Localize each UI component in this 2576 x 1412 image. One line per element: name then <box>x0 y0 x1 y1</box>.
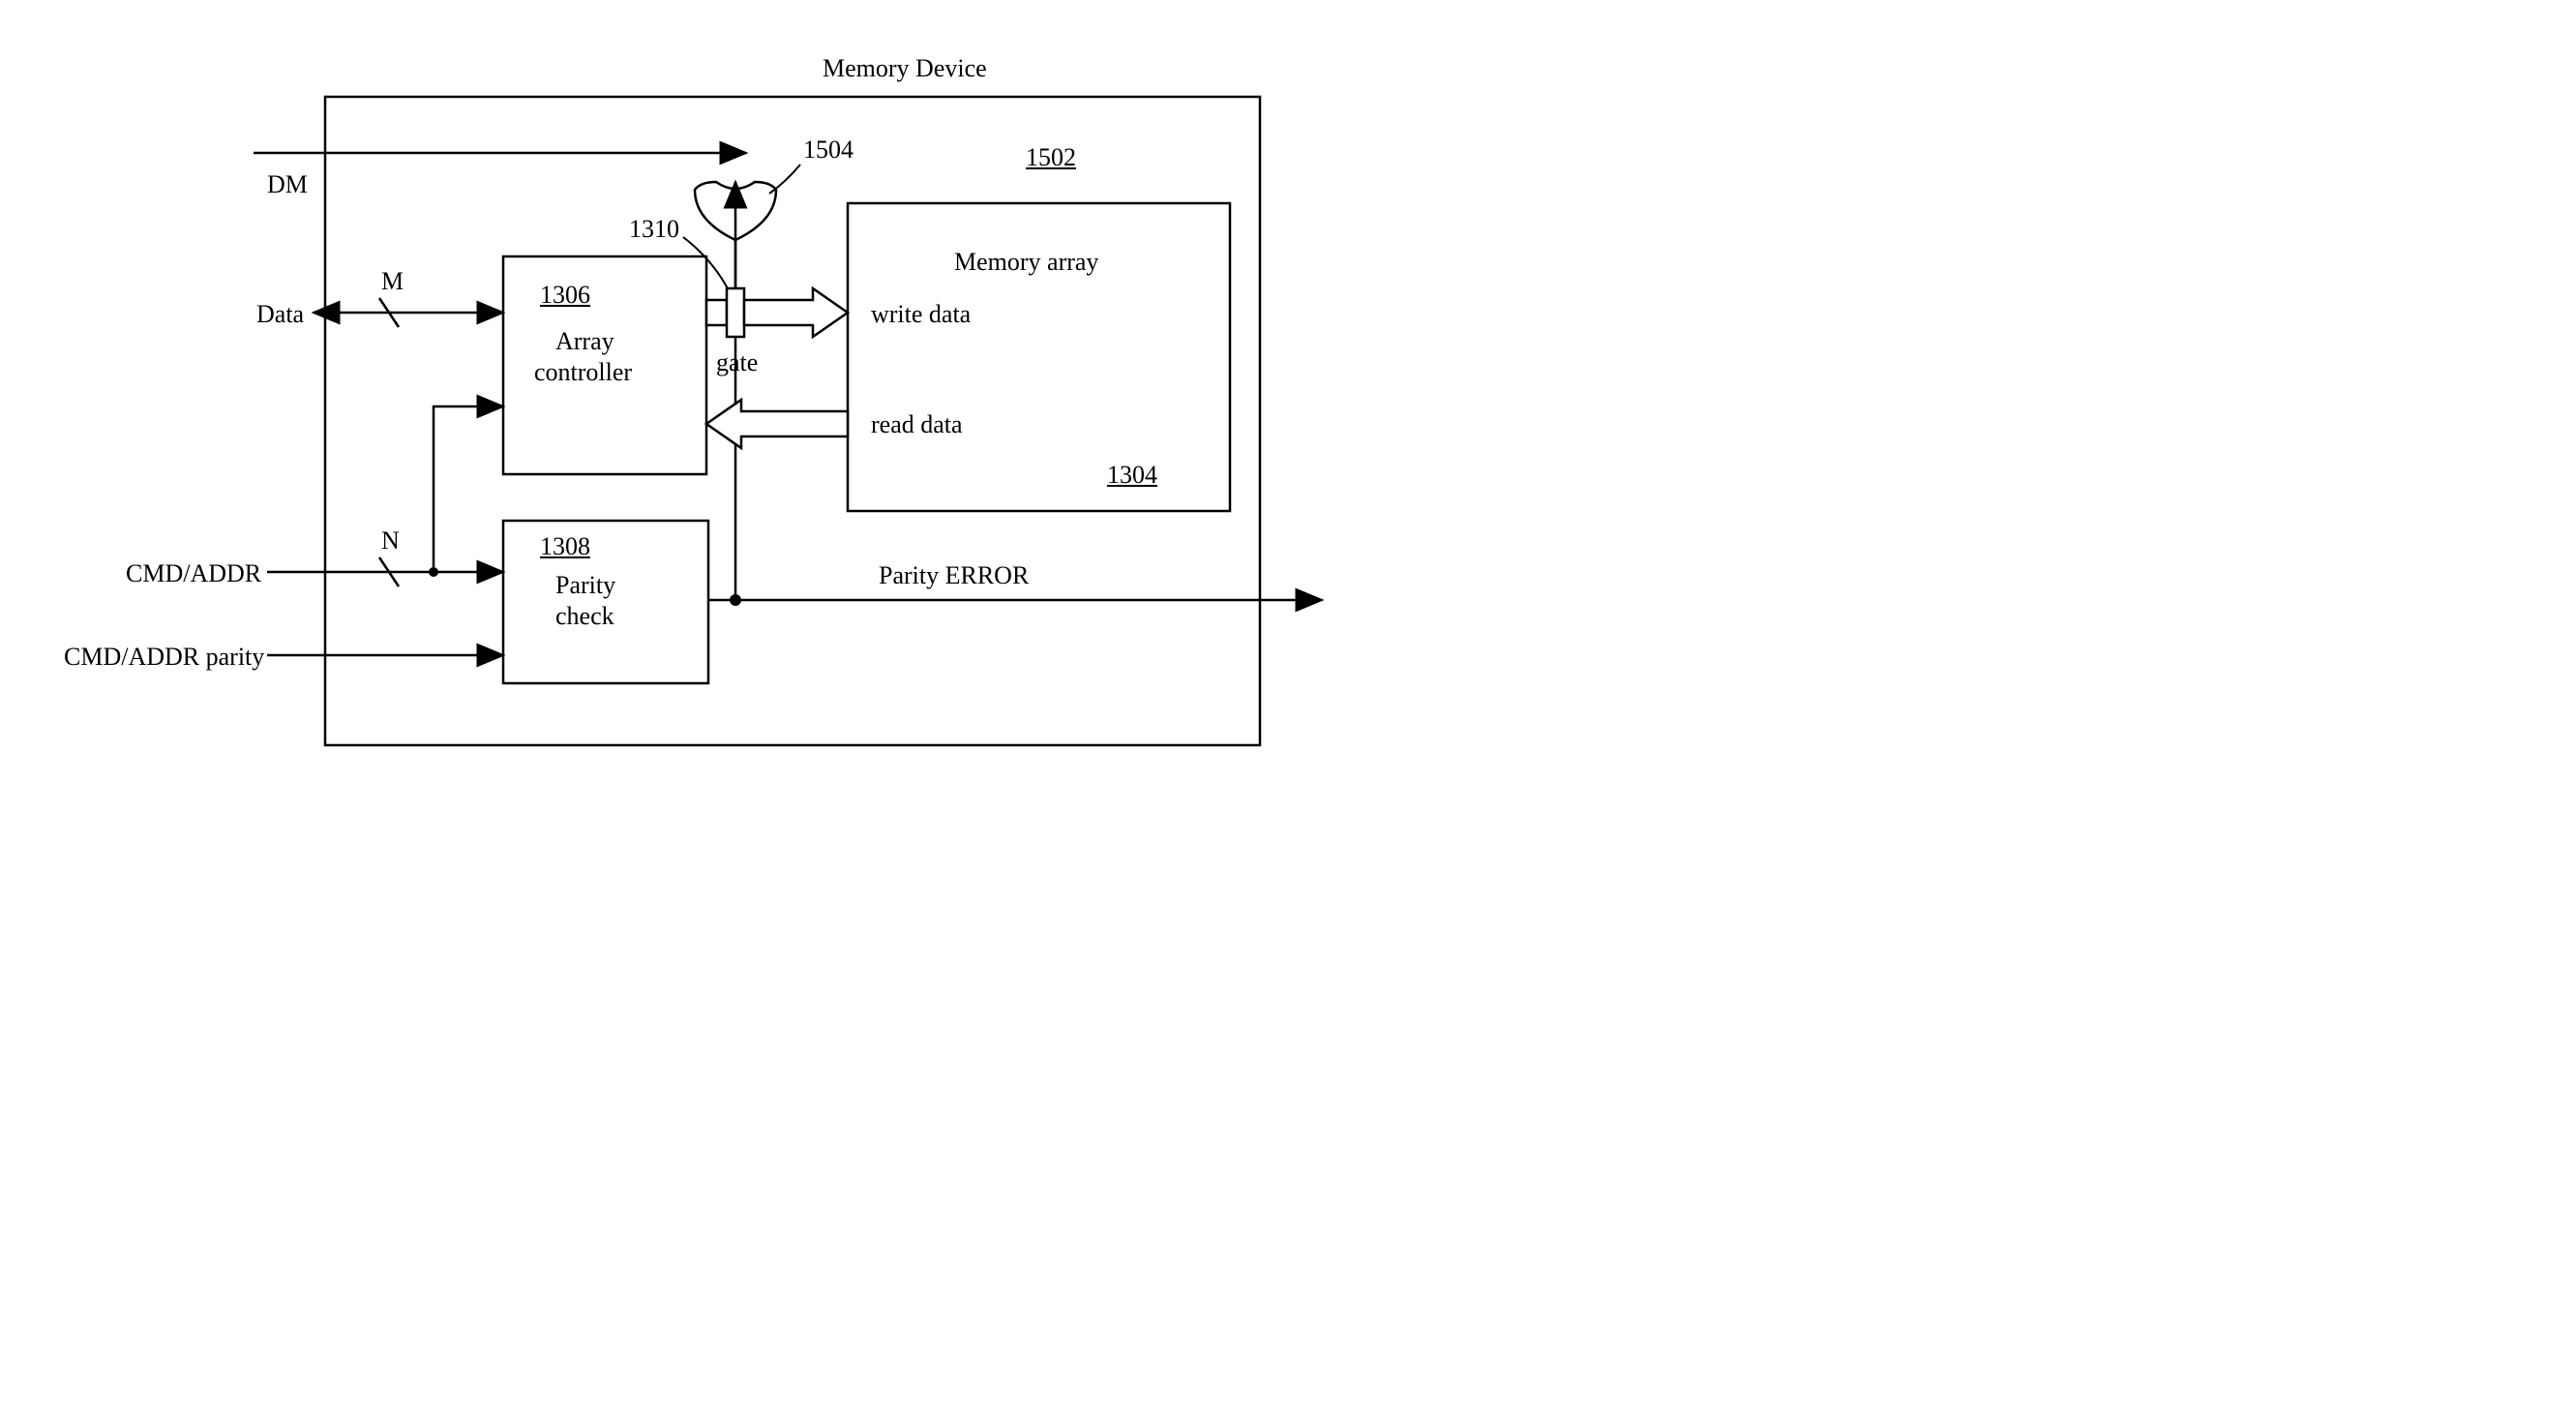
array-controller-label-2: controller <box>534 358 632 387</box>
ref-1502: 1502 <box>1026 143 1076 172</box>
parity-check-label-1: Parity <box>555 571 615 600</box>
memory-device-title: Memory Device <box>823 54 987 83</box>
data-label: Data <box>256 300 304 329</box>
ref-1308: 1308 <box>540 532 590 561</box>
cmd-addr-tap-line <box>434 406 503 572</box>
read-data-arrow <box>706 400 848 448</box>
cmd-addr-label: CMD/ADDR <box>126 559 261 588</box>
write-data-arrow <box>744 288 848 337</box>
cmd-addr-bus-width: N <box>381 526 400 556</box>
data-bus-width: M <box>381 267 404 296</box>
leader-1504 <box>769 165 800 194</box>
write-data-label: write data <box>871 300 971 329</box>
dm-label: DM <box>267 170 308 199</box>
ref-1504: 1504 <box>803 135 854 165</box>
memory-device-diagram: Memory Device 1502 DM Data M CMD/ADDR N … <box>39 39 1452 755</box>
gate-block <box>727 288 744 337</box>
parity-check-label-2: check <box>555 602 614 631</box>
memory-array-label: Memory array <box>954 248 1098 277</box>
parity-error-label: Parity ERROR <box>879 561 1029 590</box>
cmd-addr-parity-label: CMD/ADDR parity <box>64 643 264 672</box>
gate-label: gate <box>716 348 758 377</box>
ref-1310: 1310 <box>629 215 679 244</box>
ref-1304: 1304 <box>1107 461 1157 490</box>
write-path-rect1 <box>706 300 727 325</box>
ref-1306: 1306 <box>540 281 590 310</box>
array-controller-label-1: Array <box>555 327 614 356</box>
read-data-label: read data <box>871 410 963 439</box>
